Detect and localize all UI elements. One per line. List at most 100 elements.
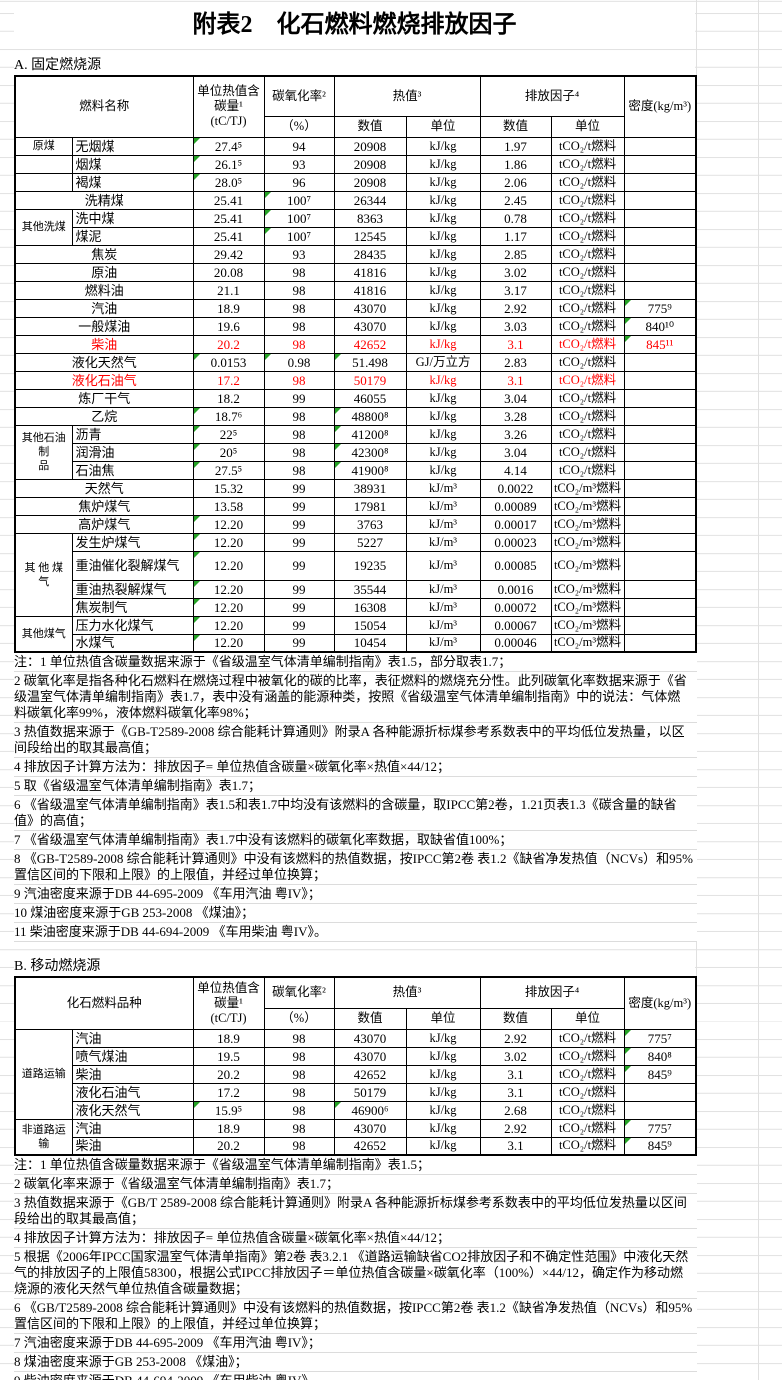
table-cell[interactable]: 42652 xyxy=(333,334,407,354)
table-cell[interactable]: 48800⁸ xyxy=(333,406,407,426)
fuel-name-cell[interactable]: 褐煤 xyxy=(71,172,194,192)
table-cell[interactable] xyxy=(623,579,697,599)
note-line[interactable]: 注：1 单位热值含碳量数据来源于《省级温室气体清单编制指南》表1.5，部分取表1… xyxy=(14,653,697,672)
table-cell[interactable]: 98 xyxy=(263,1100,335,1120)
fuel-group-cell[interactable]: 其他石油制 品 xyxy=(14,424,73,480)
table-cell[interactable]: 775⁷ xyxy=(623,1028,697,1048)
table-cell[interactable]: 3.1 xyxy=(479,1136,552,1156)
table-cell[interactable]: kJ/kg xyxy=(405,442,481,462)
header-density[interactable]: 密度(kg/m³) xyxy=(623,75,697,138)
table-cell[interactable]: tCO₂/t燃料 xyxy=(550,190,625,210)
table-cell[interactable]: 19235 xyxy=(333,550,407,581)
note-line[interactable]: 11 柴油密度来源于DB 44-694-2009 《车用柴油 粤IV》。 xyxy=(14,923,697,942)
fuel-name-cell[interactable]: 一般煤油 xyxy=(14,316,194,336)
header-carbon-content[interactable]: 单位热值含碳量¹ (tC/TJ) xyxy=(192,75,265,138)
table-cell[interactable] xyxy=(623,1082,697,1102)
table-cell[interactable]: 98 xyxy=(263,406,335,426)
table-cell[interactable]: 3.1 xyxy=(479,1082,552,1102)
table-cell[interactable]: 13.58 xyxy=(192,496,265,516)
header-oxidation-rate[interactable]: 碳氧化率² xyxy=(263,976,335,1009)
note-line[interactable]: 注：1 单位热值含碳量数据来源于《省级温室气体清单编制指南》表1.5； xyxy=(14,1156,697,1175)
header-density[interactable]: 密度(kg/m³) xyxy=(623,976,697,1030)
table-cell[interactable]: 18.9 xyxy=(192,1118,265,1138)
table-cell[interactable]: GJ/万立方 xyxy=(405,352,481,372)
table-cell[interactable]: 840⁸ xyxy=(623,1046,697,1066)
note-line[interactable]: 5 根据《2006年IPCC国家温室气体清单指南》第2卷 表3.2.1 《道路运… xyxy=(14,1248,697,1299)
header-unit[interactable]: 单位 xyxy=(405,1007,481,1030)
table-cell[interactable]: 99 xyxy=(263,579,335,599)
table-cell[interactable]: 41200⁸ xyxy=(333,424,407,444)
note-line[interactable]: 6 《GB/T2589-2008 综合能耗计算通则》中没有该燃料的热值数据，按I… xyxy=(14,1299,697,1334)
table-cell[interactable]: tCO₂/t燃料 xyxy=(550,262,625,282)
table-cell[interactable]: kJ/kg xyxy=(405,1136,481,1156)
table-cell[interactable]: 99 xyxy=(263,597,335,617)
table-cell[interactable]: 12.20 xyxy=(192,597,265,617)
fuel-group-cell[interactable]: 其 他 煤 气 xyxy=(14,532,73,617)
fuel-group-cell[interactable]: 其他洗煤 xyxy=(14,208,73,246)
table-cell[interactable]: 99 xyxy=(263,478,335,498)
table-cell[interactable]: 22⁵ xyxy=(192,424,265,444)
table-cell[interactable]: 21.1 xyxy=(192,280,265,300)
table-cell[interactable]: tCO₂/t燃料 xyxy=(550,370,625,390)
table-cell[interactable]: 43070 xyxy=(333,1028,407,1048)
table-cell[interactable]: tCO₂/t燃料 xyxy=(550,406,625,426)
table-cell[interactable] xyxy=(623,388,697,408)
fuel-name-cell[interactable]: 焦炭制气 xyxy=(71,597,194,617)
fuel-name-cell[interactable]: 燃料油 xyxy=(14,280,194,300)
table-cell[interactable]: 50179 xyxy=(333,1082,407,1102)
table-cell[interactable]: tCO₂/m³燃料 xyxy=(550,633,625,653)
table-cell[interactable]: 98 xyxy=(263,1082,335,1102)
table-cell[interactable]: tCO₂/t燃料 xyxy=(550,298,625,318)
table-cell[interactable]: kJ/m³ xyxy=(405,532,481,552)
table-cell[interactable]: tCO₂/t燃料 xyxy=(550,1136,625,1156)
table-cell[interactable]: 51.498 xyxy=(333,352,407,372)
table-cell[interactable]: 3.02 xyxy=(479,1046,552,1066)
header-unit[interactable]: 单位 xyxy=(550,115,625,138)
table-cell[interactable]: 27.4⁵ xyxy=(192,136,265,156)
table-cell[interactable]: tCO₂/t燃料 xyxy=(550,172,625,192)
note-line[interactable]: 10 煤油密度来源于GB 253-2008 《煤油》； xyxy=(14,904,697,923)
table-cell[interactable]: 50179 xyxy=(333,370,407,390)
table-cell[interactable]: tCO₂/m³燃料 xyxy=(550,615,625,635)
table-cell[interactable]: 0.0153 xyxy=(192,352,265,372)
table-cell[interactable]: 20908 xyxy=(333,136,407,156)
table-cell[interactable]: kJ/kg xyxy=(405,370,481,390)
fuel-name-cell[interactable]: 无烟煤 xyxy=(71,136,194,156)
header-emission-factor[interactable]: 排放因子⁴ xyxy=(479,976,625,1009)
table-cell[interactable]: 98 xyxy=(263,280,335,300)
table-cell[interactable]: 27.5⁵ xyxy=(192,460,265,480)
table-cell[interactable] xyxy=(623,478,697,498)
fuel-name-cell[interactable]: 汽油 xyxy=(14,298,194,318)
table-cell[interactable]: kJ/kg xyxy=(405,280,481,300)
table-cell[interactable]: kJ/kg xyxy=(405,226,481,246)
table-cell[interactable]: 3.04 xyxy=(479,388,552,408)
table-cell[interactable]: 12.20 xyxy=(192,514,265,534)
table-cell[interactable]: kJ/m³ xyxy=(405,633,481,653)
table-cell[interactable]: 18.7⁶ xyxy=(192,406,265,426)
table-cell[interactable] xyxy=(623,496,697,516)
header-carbon-content[interactable]: 单位热值含碳量¹ (tC/TJ) xyxy=(192,976,265,1030)
table-cell[interactable] xyxy=(623,280,697,300)
table-cell[interactable]: 3763 xyxy=(333,514,407,534)
fuel-name-cell[interactable]: 柴油 xyxy=(71,1064,194,1084)
table-cell[interactable]: 10454 xyxy=(333,633,407,653)
table-cell[interactable]: kJ/kg xyxy=(405,136,481,156)
table-cell[interactable]: 0.00023 xyxy=(479,532,552,552)
table-cell[interactable]: kJ/kg xyxy=(405,1046,481,1066)
table-cell[interactable]: 15.32 xyxy=(192,478,265,498)
table-cell[interactable]: 28.0⁵ xyxy=(192,172,265,192)
table-cell[interactable]: 775⁹ xyxy=(623,298,697,318)
table-cell[interactable]: 0.78 xyxy=(479,208,552,228)
table-cell[interactable]: 12.20 xyxy=(192,579,265,599)
fuel-name-cell[interactable]: 炼厂干气 xyxy=(14,388,194,408)
table-cell[interactable]: 845⁹ xyxy=(623,1136,697,1156)
fuel-name-cell[interactable]: 柴油 xyxy=(14,334,194,354)
table-cell[interactable]: 99 xyxy=(263,496,335,516)
table-cell[interactable]: kJ/kg xyxy=(405,190,481,210)
note-line[interactable]: 9 汽油密度来源于DB 44-695-2009 《车用汽油 粤IV》； xyxy=(14,885,697,904)
table-cell[interactable]: 38931 xyxy=(333,478,407,498)
table-cell[interactable]: 20908 xyxy=(333,172,407,192)
note-line[interactable]: 8 煤油密度来源于GB 253-2008 《煤油》； xyxy=(14,1353,697,1372)
table-cell[interactable]: 3.02 xyxy=(479,262,552,282)
table-cell[interactable]: 98 xyxy=(263,370,335,390)
